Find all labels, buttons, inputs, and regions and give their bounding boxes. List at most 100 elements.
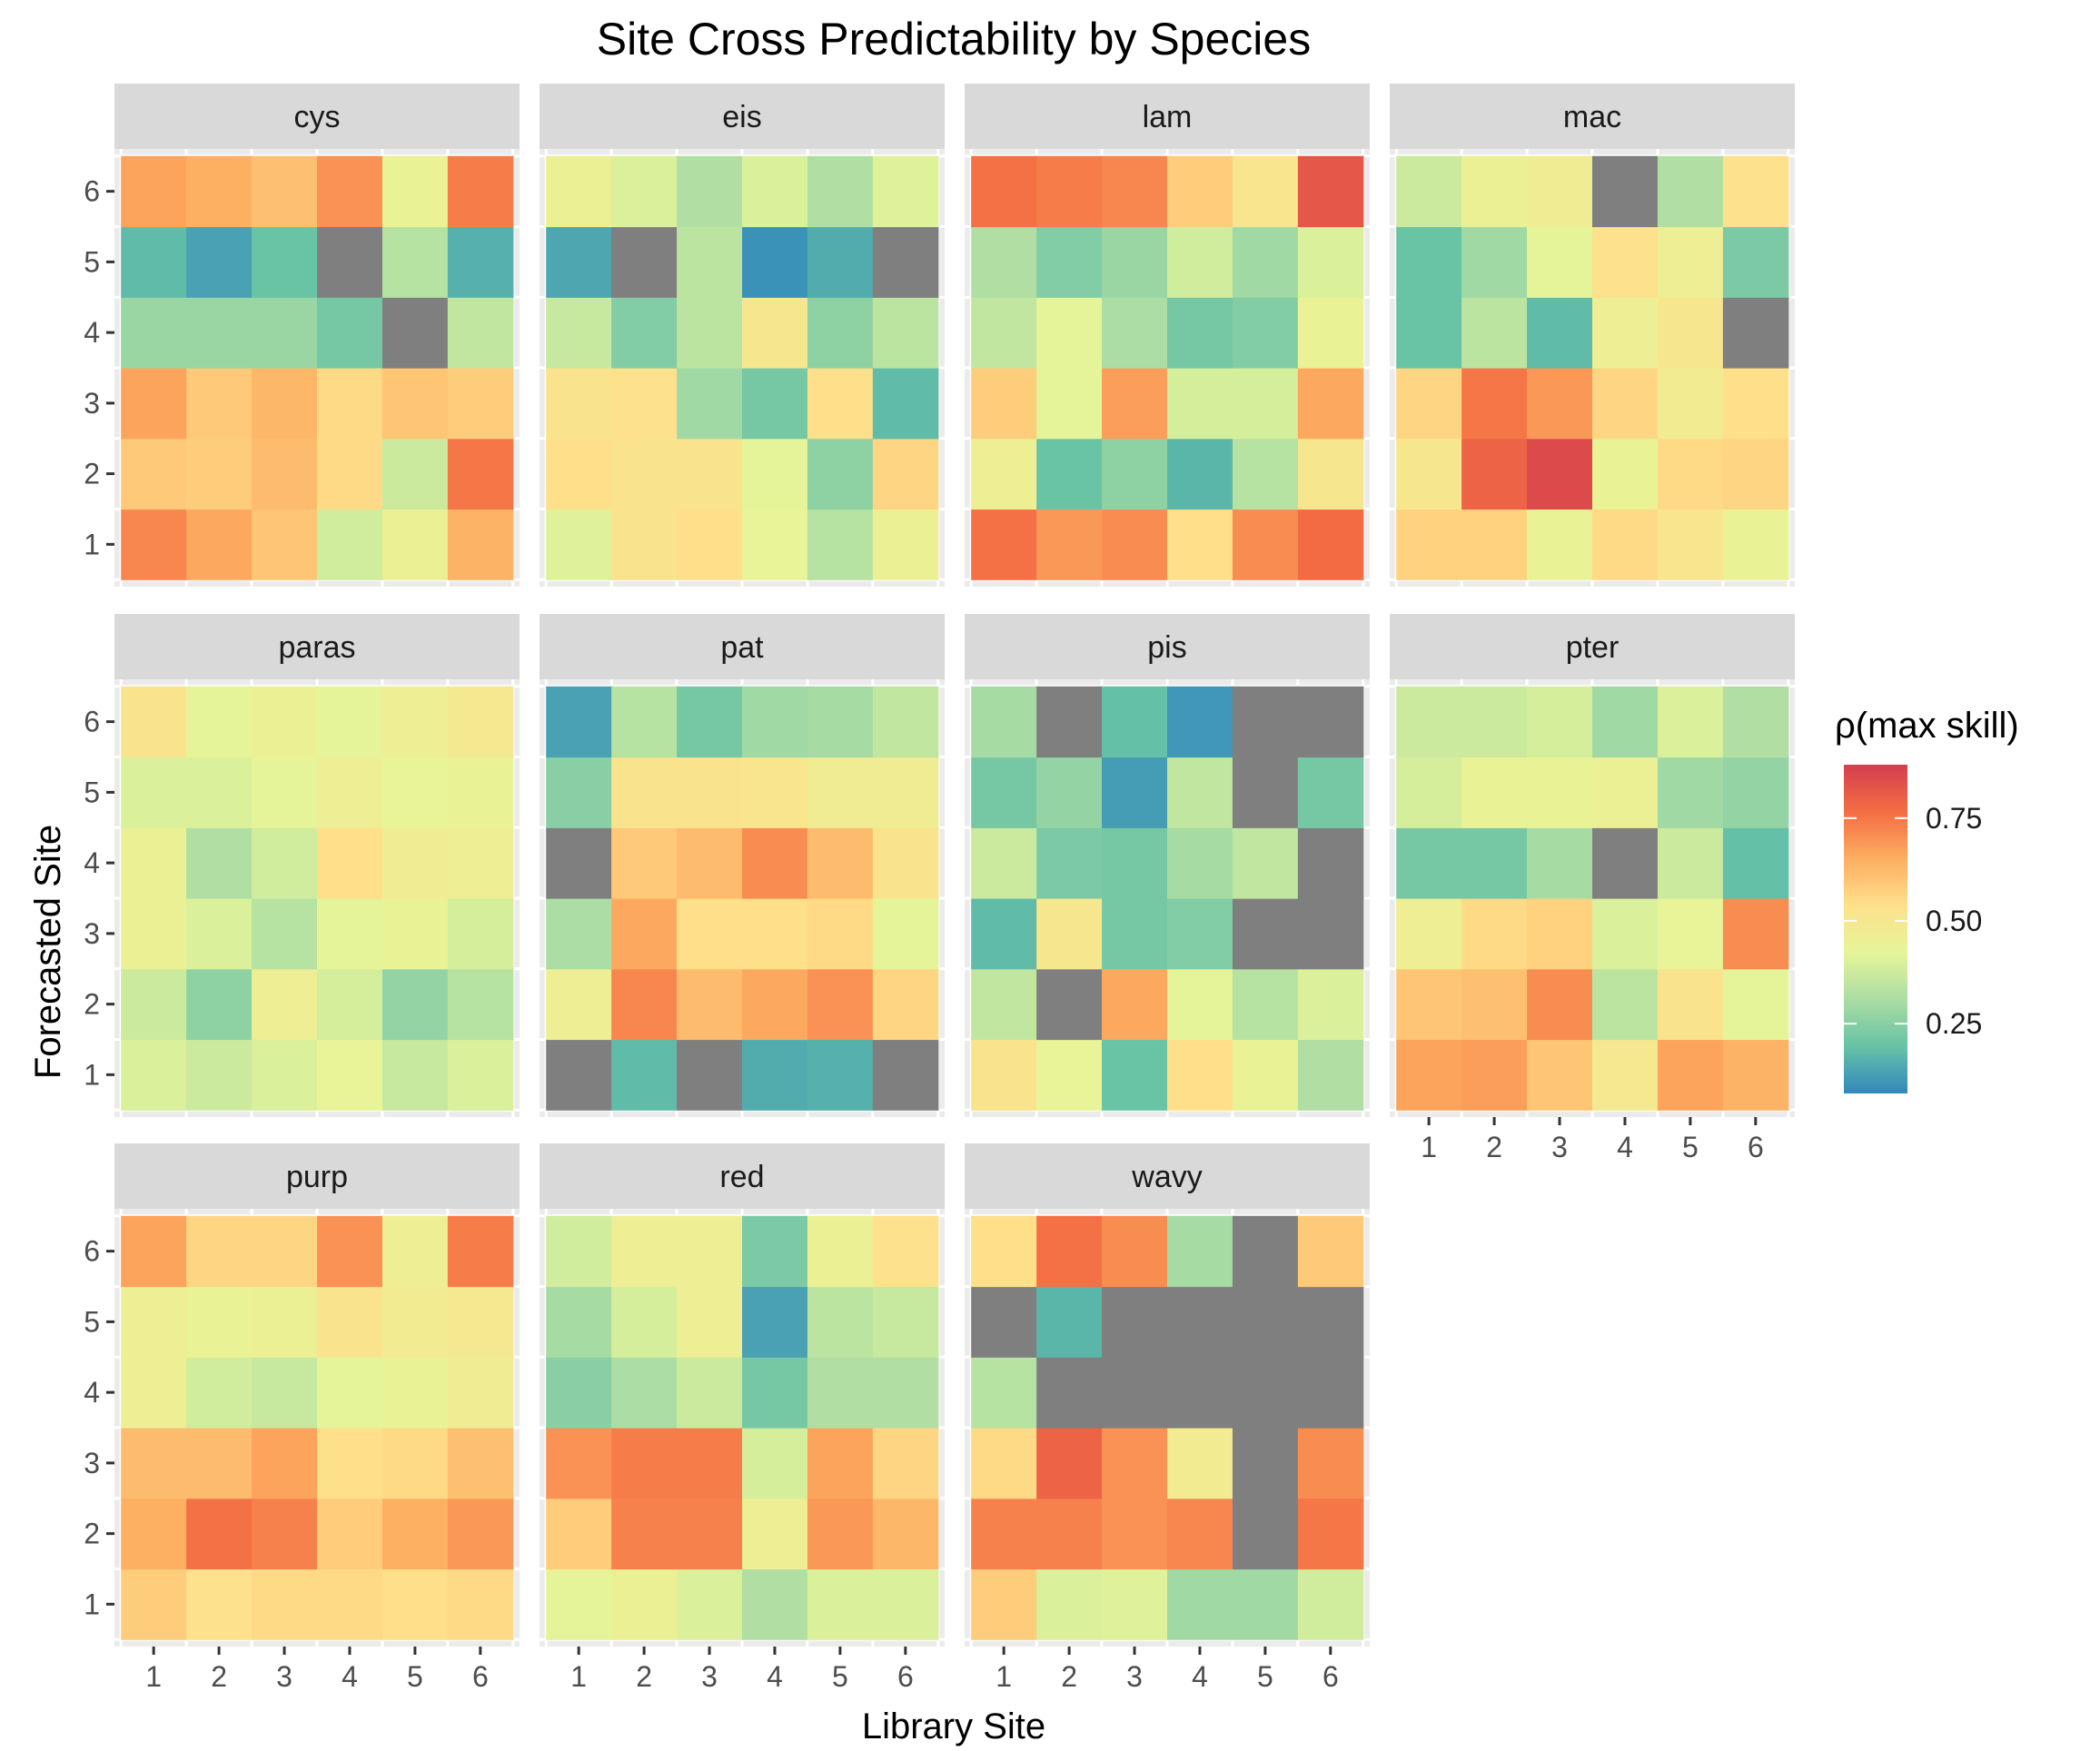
- facet-strip-label: paras: [278, 630, 355, 665]
- heatmap-tile: [1396, 898, 1462, 970]
- heatmap-tile: [1036, 438, 1103, 510]
- heatmap-tile: [611, 1039, 678, 1111]
- heatmap-tile: [447, 1357, 514, 1429]
- heatmap-tile: [1167, 1039, 1233, 1111]
- y-tick-label: 3: [84, 387, 100, 420]
- heatmap-tile: [1396, 827, 1462, 899]
- heatmap-tile: [872, 1286, 939, 1358]
- heatmap-tile: [121, 368, 187, 440]
- heatmap-tile: [317, 968, 383, 1041]
- heatmap-tile: [872, 1215, 939, 1288]
- heatmap-tile: [447, 827, 514, 899]
- heatmap-tile: [1036, 898, 1103, 970]
- x-tick-label: 3: [701, 1660, 718, 1693]
- heatmap-tile: [1396, 438, 1462, 510]
- heatmap-tile: [1396, 686, 1462, 758]
- heatmap-tile: [1232, 968, 1299, 1041]
- heatmap-tile: [742, 509, 808, 580]
- heatmap-tile: [807, 1428, 874, 1499]
- heatmap-tile: [447, 155, 514, 228]
- x-tick-label: 2: [1061, 1660, 1077, 1693]
- heatmap-tile: [546, 297, 612, 369]
- heatmap-tile: [252, 1215, 318, 1288]
- heatmap-tile: [1102, 297, 1168, 369]
- heatmap-tile: [252, 757, 318, 828]
- heatmap-tile: [1297, 438, 1364, 510]
- heatmap-tile: [546, 757, 612, 828]
- heatmap-tile: [186, 438, 253, 510]
- heatmap-tile: [1396, 155, 1462, 228]
- heatmap-tile: [971, 509, 1037, 580]
- heatmap-tile: [611, 1357, 678, 1429]
- heatmap-tile: [546, 1357, 612, 1429]
- heatmap-tile: [1722, 226, 1789, 298]
- heatmap-tile: [1167, 368, 1233, 440]
- heatmap-tile: [546, 1215, 612, 1288]
- heatmap-tile: [1036, 368, 1103, 440]
- heatmap-tile: [1102, 1428, 1168, 1499]
- heatmap-tile: [1527, 968, 1593, 1041]
- heatmap-tile: [677, 827, 743, 899]
- heatmap-tile: [971, 226, 1037, 298]
- facet-strip: [965, 1143, 1370, 1209]
- heatmap-tile: [971, 438, 1037, 510]
- heatmap-tile: [1297, 1286, 1364, 1358]
- heatmap-tile: [1167, 226, 1233, 298]
- heatmap-tile: [611, 1568, 678, 1640]
- heatmap-tile: [807, 1357, 874, 1429]
- heatmap-tile: [186, 1357, 253, 1429]
- heatmap-tile: [677, 1568, 743, 1640]
- heatmap-tile: [611, 827, 678, 899]
- heatmap-tile: [1102, 1286, 1168, 1358]
- heatmap-tile: [1297, 1039, 1364, 1111]
- heatmap-tile: [186, 1428, 253, 1499]
- heatmap-tile: [381, 757, 449, 828]
- heatmap-tile: [121, 1428, 187, 1499]
- x-tick-label: 1: [1421, 1131, 1437, 1163]
- heatmap-tile: [447, 1286, 514, 1358]
- heatmap-tile: [1232, 297, 1299, 369]
- heatmap-tile: [742, 226, 808, 298]
- heatmap-tile: [186, 968, 253, 1041]
- heatmap-tile: [447, 1428, 514, 1499]
- heatmap-tile: [121, 827, 187, 899]
- heatmap-tile: [447, 226, 514, 298]
- y-tick-label: 3: [84, 1447, 100, 1479]
- legend-tick-label: 0.50: [1926, 905, 1982, 937]
- y-axis-title: Forecasted Site: [28, 825, 68, 1079]
- heatmap-tile: [807, 1039, 874, 1111]
- heatmap-tile: [1396, 757, 1462, 828]
- x-tick-label: 5: [1682, 1131, 1699, 1163]
- heatmap-tile: [186, 757, 253, 828]
- heatmap-tile: [447, 368, 514, 440]
- heatmap-tile: [1036, 686, 1103, 758]
- heatmap-tile: [381, 509, 449, 580]
- heatmap-tile: [546, 1039, 612, 1111]
- heatmap-tile: [447, 1568, 514, 1640]
- facet-strip-label: mac: [1563, 100, 1621, 134]
- heatmap-tile: [381, 898, 449, 970]
- heatmap-tile: [1167, 509, 1233, 580]
- y-tick-label: 5: [84, 245, 100, 278]
- heatmap-tile: [1657, 1039, 1724, 1111]
- facet-strip-label: pat: [720, 630, 764, 665]
- heatmap-tile: [872, 1039, 939, 1111]
- heatmap-tile: [1592, 226, 1659, 298]
- heatmap-tile: [1102, 686, 1168, 758]
- heatmap-tile: [252, 1428, 318, 1499]
- heatmap-tile: [872, 155, 939, 228]
- heatmap-tile: [121, 1568, 187, 1640]
- heatmap-tile: [1232, 226, 1299, 298]
- x-tick-label: 4: [1617, 1131, 1633, 1163]
- heatmap-tile: [742, 155, 808, 228]
- heatmap-tile: [1036, 1039, 1103, 1111]
- heatmap-tile: [872, 1498, 939, 1570]
- heatmap-tile: [1167, 297, 1233, 369]
- heatmap-tile: [807, 226, 874, 298]
- facet-strip-label: eis: [722, 100, 761, 134]
- heatmap-tile: [252, 509, 318, 580]
- heatmap-tile: [1036, 1215, 1103, 1288]
- heatmap-tile: [1167, 1428, 1233, 1499]
- heatmap-tile: [381, 827, 449, 899]
- heatmap-tile: [742, 368, 808, 440]
